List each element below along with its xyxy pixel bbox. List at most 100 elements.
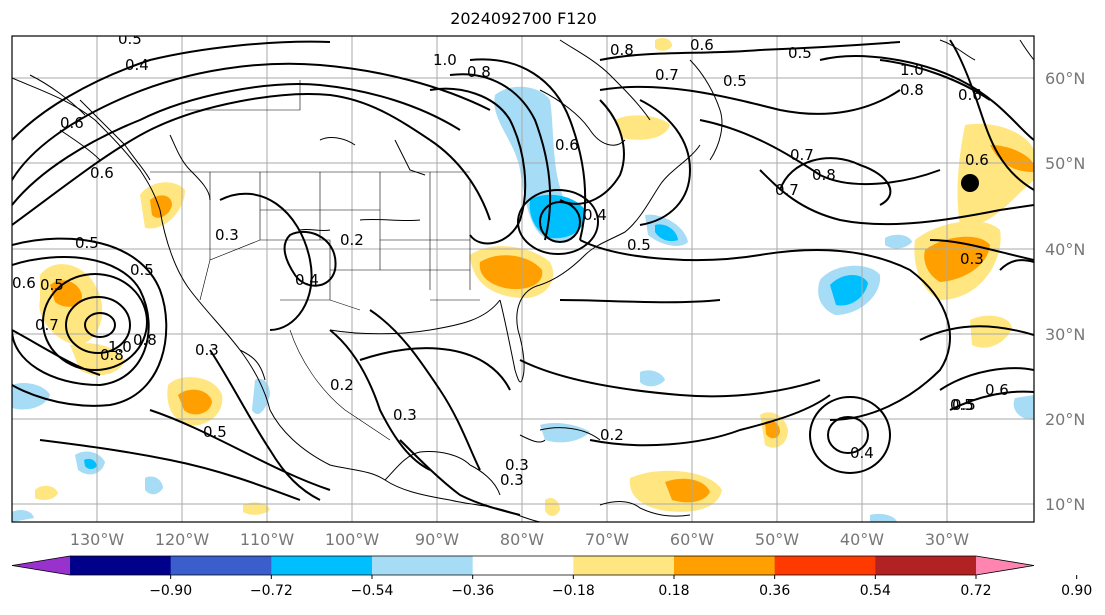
- longitude-labels: 130°W 120°W 110°W 100°W 90°W 80°W 70°W 6…: [70, 530, 969, 549]
- colorbar-segment: [573, 556, 675, 575]
- colorbar-segment: [774, 556, 876, 575]
- colorbar: −0.90 −0.72 −0.54 −0.36 −0.18 0.18 0.36 0.54 0.7…: [11, 555, 1092, 599]
- negative-anomaly-region: [870, 513, 897, 522]
- positive-anomaly-region: [545, 498, 560, 516]
- positive-anomaly-region: [615, 115, 670, 140]
- longitude-label: 120°W: [155, 530, 210, 549]
- positive-anomaly-region: [243, 502, 270, 515]
- latitude-label: 30°N: [1045, 325, 1085, 344]
- latitude-label: 50°N: [1045, 154, 1085, 173]
- latitude-labels: 60°N 50°N 40°N 30°N 20°N 10°N: [1045, 69, 1085, 514]
- negative-anomaly-region: [640, 370, 665, 387]
- filled-circle-marker-icon: [961, 174, 979, 192]
- colorbar-segment: [472, 556, 574, 575]
- contour-label: 0.6: [555, 136, 579, 154]
- contour-label: 0.7: [790, 146, 814, 164]
- contour-label: 0.5: [118, 30, 142, 48]
- contour-label: 0.4: [850, 444, 874, 462]
- colorbar-extend-high-arrow: [976, 556, 1034, 575]
- contour-label: 0.2: [330, 376, 354, 394]
- contour-label: 0.6: [60, 114, 84, 132]
- colorbar-tick-label: 0.90: [1061, 583, 1092, 599]
- colorbar-segment: [875, 556, 977, 575]
- longitude-label: 90°W: [415, 530, 459, 549]
- contour-label: 0.6: [90, 164, 114, 182]
- colorbar-tick-label: 0.72: [960, 583, 991, 599]
- positive-anomaly-region: [924, 236, 990, 282]
- colorbar-tick-label: 0.18: [658, 583, 689, 599]
- contour-label: 0.8: [133, 331, 157, 349]
- positive-anomaly-region: [150, 195, 172, 218]
- contour-label: 0.6: [958, 86, 982, 104]
- contour-label: 0.5: [788, 44, 812, 62]
- negative-anomaly-region: [252, 378, 270, 415]
- map-title: 2024092700 F120: [450, 9, 597, 28]
- contour-label: 0.5: [952, 396, 976, 414]
- longitude-label: 110°W: [240, 530, 295, 549]
- contour-label: 0.5: [203, 423, 227, 441]
- contour-label: 0.6: [12, 274, 36, 292]
- colorbar-segment: [372, 556, 474, 575]
- contour-label: 0.5: [723, 72, 747, 90]
- contour-label: 0.8: [467, 63, 491, 81]
- negative-anomaly-region: [12, 510, 34, 522]
- colorbar-tick-label: 0.54: [860, 583, 891, 599]
- longitude-label: 80°W: [500, 530, 544, 549]
- negative-anomaly-region: [885, 234, 912, 249]
- negative-anomaly-region: [1013, 395, 1034, 420]
- longitude-label: 70°W: [585, 530, 629, 549]
- contour-label: 0.3: [393, 406, 417, 424]
- colorbar-tick-label: −0.72: [250, 583, 293, 599]
- negative-anomaly-region: [830, 274, 868, 306]
- latitude-label: 60°N: [1045, 69, 1085, 88]
- contour-label: 0.3: [215, 226, 239, 244]
- contour-label: 0.4: [583, 206, 607, 224]
- contour-label: 1.0: [900, 61, 924, 79]
- colorbar-segment: [170, 556, 272, 575]
- colorbar-tick-label: −0.36: [451, 583, 494, 599]
- latitude-label: 40°N: [1045, 240, 1085, 259]
- contour-label: 0.7: [655, 66, 679, 84]
- contour-label: 0.5: [950, 396, 974, 414]
- contour-label: 0.5: [75, 234, 99, 252]
- colorbar-extend-low-arrow: [12, 556, 70, 575]
- contour-label: 0.5: [130, 261, 154, 279]
- contour-label: 0.8: [900, 81, 924, 99]
- longitude-label: 100°W: [325, 530, 380, 549]
- latitude-label: 10°N: [1045, 495, 1085, 514]
- colorbar-tick-label: −0.90: [149, 583, 192, 599]
- colorbar-tick-label: 0.36: [759, 583, 790, 599]
- positive-anomaly-region: [765, 420, 780, 439]
- map-frame: [11, 35, 1035, 523]
- negative-anomaly-region: [655, 224, 678, 242]
- colorbar-outline: [11, 555, 1035, 576]
- colorbar-tick-label: −0.18: [552, 583, 595, 599]
- longitude-label: 50°W: [755, 530, 799, 549]
- contour-label: 0.4: [125, 56, 149, 74]
- contour-label: 0.3: [960, 250, 984, 268]
- shaded-anomaly-regions: [12, 38, 1034, 522]
- negative-anomaly-region: [145, 476, 163, 495]
- contour-label: 0.6: [985, 381, 1009, 399]
- negative-anomaly-region: [84, 458, 97, 469]
- latitude-label: 20°N: [1045, 410, 1085, 429]
- longitude-label: 60°W: [670, 530, 714, 549]
- contour-label: 0.5: [40, 276, 64, 294]
- contour-label: 0.3: [195, 341, 219, 359]
- colorbar-segment: [674, 556, 776, 575]
- positive-anomaly-region: [35, 485, 58, 501]
- positive-anomaly-region: [970, 315, 1012, 348]
- colorbar-tick-label: −0.54: [351, 583, 394, 599]
- contour-label: 0.8: [100, 346, 124, 364]
- longitude-label: 40°W: [840, 530, 884, 549]
- contour-label: 0.2: [600, 426, 624, 444]
- contour-label: 0.3: [500, 471, 524, 489]
- contour-label: 1.0: [433, 51, 457, 69]
- colorbar-segment: [70, 556, 172, 575]
- contour-lines: [12, 39, 1034, 516]
- positive-anomaly-region: [665, 478, 710, 503]
- contour-label: 0.2: [340, 231, 364, 249]
- positive-anomaly-region: [655, 38, 672, 51]
- contour-labels: 0.5 0.4 1.0 0.8 0.6 0.7 0.5 0.8 0.5 1.0 …: [12, 30, 1009, 489]
